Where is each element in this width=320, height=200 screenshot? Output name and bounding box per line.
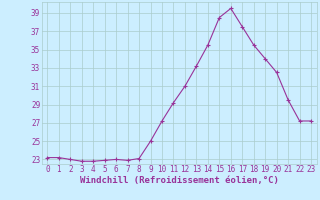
X-axis label: Windchill (Refroidissement éolien,°C): Windchill (Refroidissement éolien,°C) [80, 176, 279, 185]
